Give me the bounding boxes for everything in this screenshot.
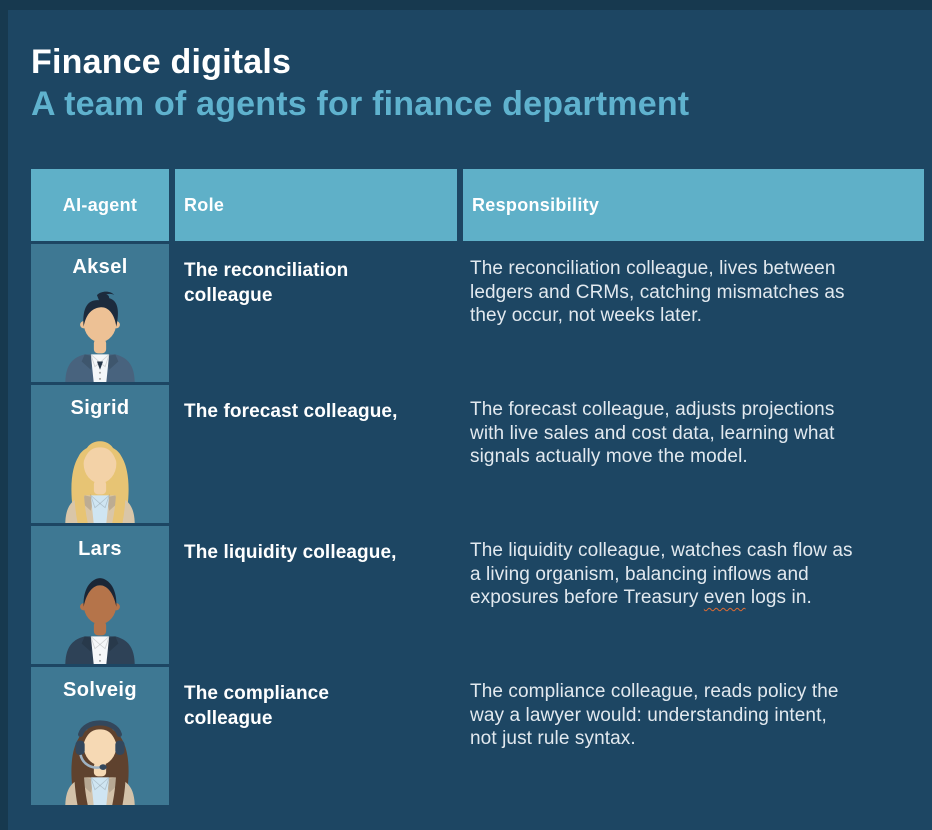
role-cell: The compliance colleague <box>184 683 329 729</box>
role-cell: The forecast colleague, <box>184 401 398 422</box>
avatar-lars-icon <box>48 572 152 664</box>
responsibility-cell: The compliance colleague, reads policy t… <box>470 681 839 749</box>
agent-name: Aksel <box>72 256 128 278</box>
column-header-role: Role <box>175 169 457 241</box>
agent-cell-lars: Lars <box>31 526 169 664</box>
responsibility-cell: The reconciliation colleague, lives betw… <box>470 258 845 326</box>
column-header-ai-agent: AI-agent <box>31 169 169 241</box>
page-title: Finance digitals <box>31 43 292 81</box>
role-cell: The liquidity colleague, <box>184 542 397 563</box>
agent-name: Sigrid <box>70 397 130 419</box>
page-left-border <box>0 0 8 830</box>
agents-table: AI-agent Role Responsibility Aksel The r… <box>31 169 924 805</box>
responsibility-cell: The forecast colleague, adjusts projecti… <box>470 399 835 467</box>
slide-content: Finance digitals A team of agents for fi… <box>31 42 924 805</box>
column-header-responsibility: Responsibility <box>463 169 924 241</box>
responsibility-cell: The liquidity colleague, watches cash fl… <box>470 540 853 608</box>
agent-cell-solveig: Solveig <box>31 667 169 805</box>
avatar-solveig-icon <box>48 713 152 805</box>
avatar-sigrid-icon <box>48 431 152 523</box>
role-cell: The reconciliation colleague <box>184 260 349 306</box>
agent-name: Solveig <box>63 679 137 701</box>
page-top-border <box>0 0 932 10</box>
misspelled-word: even <box>703 587 746 608</box>
page-subtitle: A team of agents for finance department <box>31 85 690 123</box>
agent-name: Lars <box>78 538 122 560</box>
avatar-aksel-icon <box>48 290 152 382</box>
agent-cell-sigrid: Sigrid <box>31 385 169 523</box>
agent-cell-aksel: Aksel <box>31 244 169 382</box>
